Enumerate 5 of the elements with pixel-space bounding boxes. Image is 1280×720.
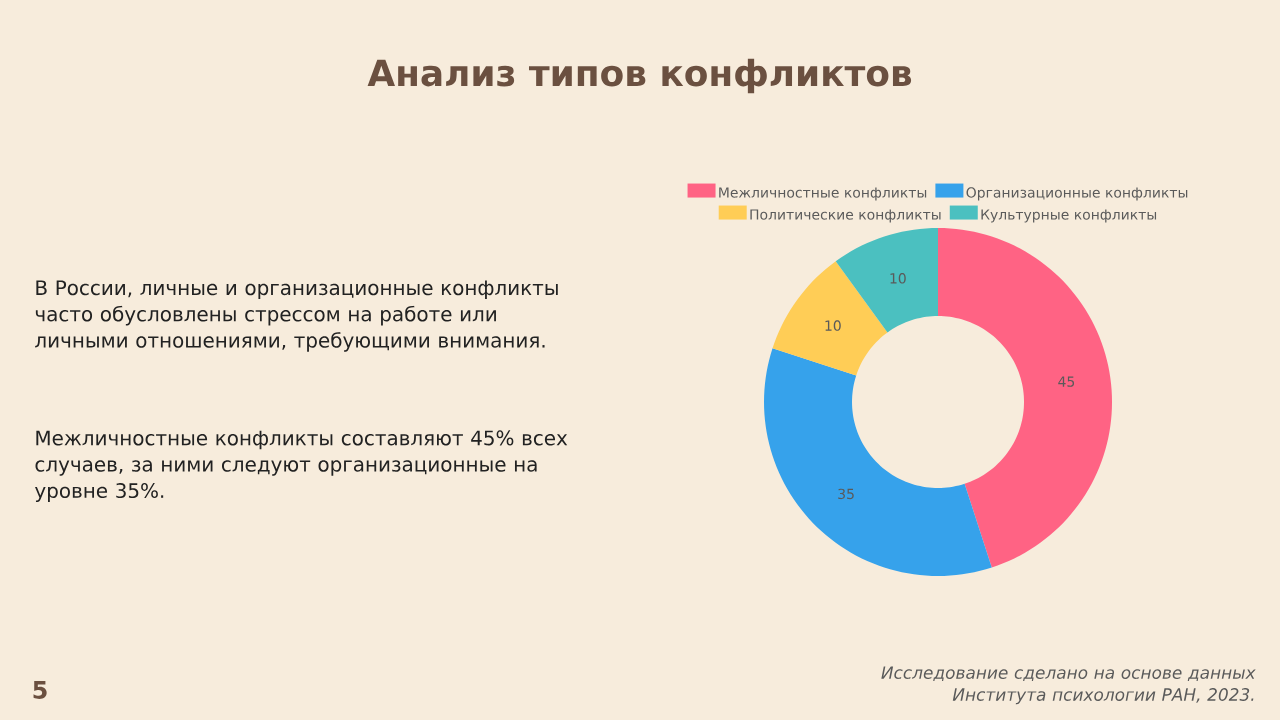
text: 5 <box>33 681 47 699</box>
chart-title: Анализ типов конфликтов <box>367 58 912 94</box>
text: Исследование сделано на основе данных Института психологии РАН, 2023. <box>881 666 1256 705</box>
text: В России, личные и организационные конфликты часто обусловлены стрессом на работе или личными отношениями, требующими внимания. <box>35 280 558 352</box>
text: Межличностные конфликты составляют 45% всех случаев, за ними следуют организационные на уровне 35%. <box>35 430 568 502</box>
